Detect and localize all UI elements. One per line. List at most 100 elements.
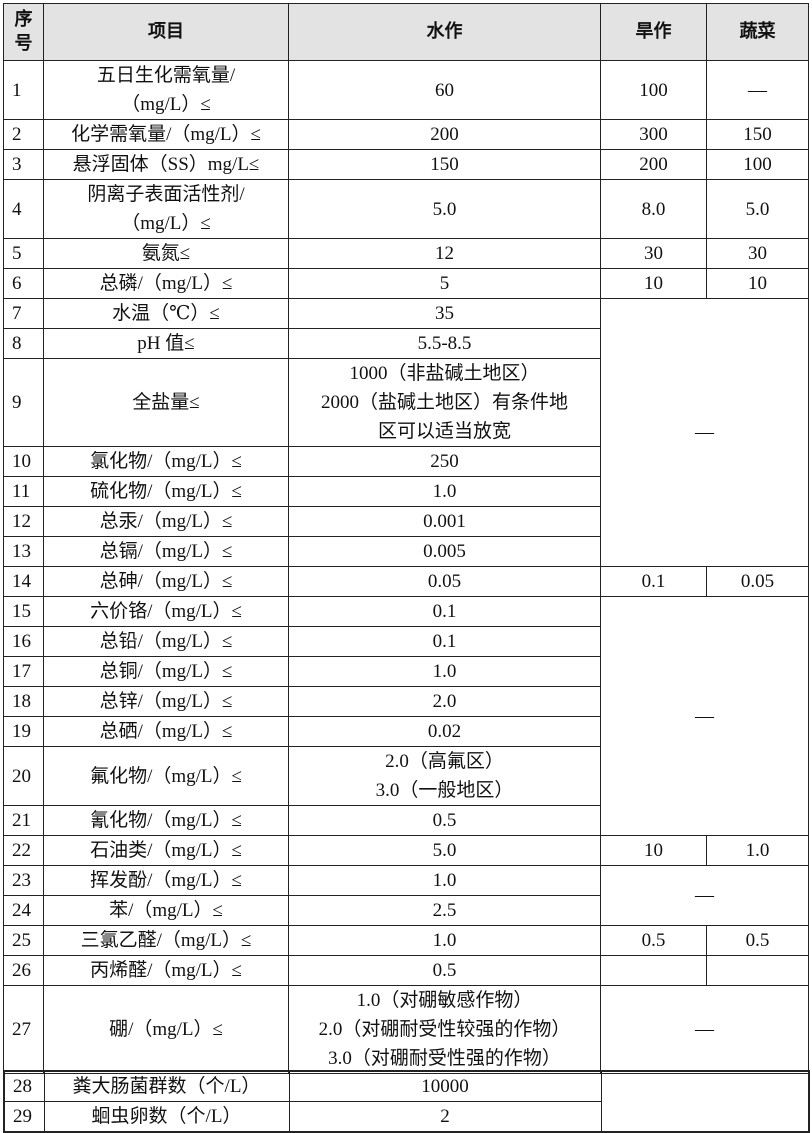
serial-cell: 15 <box>3 596 44 627</box>
table-row: 23 挥发酚/（mg/L）≤ 1.0— <box>3 865 809 926</box>
water-cell: 0.5 <box>288 805 601 836</box>
item-cell: 硫化物/（mg/L）≤ <box>43 476 289 507</box>
item-cell: 氰化物/（mg/L）≤ <box>43 805 289 836</box>
vegetable-cell: 150 <box>706 119 809 150</box>
item-cell: 氟化物/（mg/L）≤ <box>43 746 289 806</box>
serial-cell: 12 <box>3 506 44 537</box>
dry-cell: 0.1 <box>600 566 707 597</box>
table-row: 20 氟化物/（mg/L）≤ 2.0（高氟区） 3.0（一般地区） <box>3 746 809 806</box>
serial-cell: 27 <box>3 985 44 1074</box>
table-row: 19 总硒/（mg/L）≤ 0.02 <box>3 716 809 747</box>
item-cell: 总汞/（mg/L）≤ <box>43 506 289 537</box>
table-row: 18 总锌/（mg/L）≤ 2.0 <box>3 686 809 717</box>
serial-cell: 8 <box>3 328 44 359</box>
item-cell: 总砷/（mg/L）≤ <box>43 566 289 597</box>
table-row: 26 丙烯醛/（mg/L）≤ 0.5 <box>3 955 809 986</box>
table-row: 12 总汞/（mg/L）≤ 0.001 <box>3 506 809 537</box>
item-cell: 总铅/（mg/L）≤ <box>43 626 289 657</box>
table-row: 6 总磷/（mg/L）≤ 5 10 10 <box>3 268 809 299</box>
table-row: 29 蛔虫卵数（个/L） 2 <box>3 1101 809 1133</box>
serial-cell: 25 <box>3 925 44 956</box>
item-cell: 全盐量≤ <box>43 358 289 447</box>
water-cell: 60 <box>288 60 601 120</box>
water-cell: 5.0 <box>288 835 601 866</box>
water-cell: 1.0 <box>288 925 601 956</box>
serial-cell: 11 <box>3 476 44 507</box>
serial-cell: 1 <box>3 60 44 120</box>
water-cell: 1.0（对硼敏感作物） 2.0（对硼耐受性较强的作物） 3.0（对硼耐受性强的作… <box>288 985 601 1074</box>
serial-cell: 2 <box>3 119 44 150</box>
merged-cell: — <box>600 298 809 567</box>
serial-cell: 18 <box>3 686 44 717</box>
water-cell: 0.001 <box>288 506 601 537</box>
item-cell: 硼/（mg/L）≤ <box>43 985 289 1074</box>
water-cell: 35 <box>288 298 601 329</box>
serial-cell: 3 <box>3 149 44 180</box>
serial-cell: 13 <box>3 536 44 567</box>
standards-table-continued: 28 粪大肠菌群数（个/L） 10000 29 蛔虫卵数（个/L） 2 <box>3 1070 810 1133</box>
header-cell: 水作 <box>288 3 601 61</box>
dry-cell: 100 <box>600 60 707 120</box>
water-cell: 250 <box>288 446 601 477</box>
dry-cell: 8.0 <box>600 179 707 239</box>
table-row: 10 氯化物/（mg/L）≤ 250 <box>3 446 809 477</box>
vegetable-cell: 0.5 <box>706 925 809 956</box>
dry-cell: 10 <box>600 835 707 866</box>
item-cell: 阴离子表面活性剂/ （mg/L）≤ <box>43 179 289 239</box>
serial-cell: 26 <box>3 955 44 986</box>
serial-cell: 22 <box>3 835 44 866</box>
water-cell: 0.005 <box>288 536 601 567</box>
item-cell: 总锌/（mg/L）≤ <box>43 686 289 717</box>
merged-cell: — <box>600 865 809 926</box>
water-cell: 10000 <box>288 1070 602 1102</box>
vegetable-cell: 10 <box>706 268 809 299</box>
table-row: 13 总镉/（mg/L）≤ 0.005 <box>3 536 809 567</box>
item-cell: 总磷/（mg/L）≤ <box>43 268 289 299</box>
serial-cell: 10 <box>3 446 44 477</box>
water-cell: 5.0 <box>288 179 601 239</box>
table-row: 1 五日生化需氧量/ （mg/L）≤ 60 100— <box>3 60 809 120</box>
water-cell: 0.1 <box>288 626 601 657</box>
item-cell: pH 值≤ <box>43 328 289 359</box>
dry-cell: 10 <box>600 268 707 299</box>
serial-cell: 5 <box>3 238 44 269</box>
item-cell: 氯化物/（mg/L）≤ <box>43 446 289 477</box>
item-cell: 六价铬/（mg/L）≤ <box>43 596 289 627</box>
vegetable-cell: 30 <box>706 238 809 269</box>
table-row: 28 粪大肠菌群数（个/L） 10000 <box>3 1070 810 1133</box>
water-cell: 1.0 <box>288 476 601 507</box>
header-cell: 旱作 <box>600 3 707 61</box>
empty-cell <box>706 955 809 986</box>
table-row: 2 化学需氧量/（mg/L）≤ 200 300 150 <box>3 119 809 150</box>
serial-cell: 24 <box>3 895 44 926</box>
item-cell: 五日生化需氧量/ （mg/L）≤ <box>43 60 289 120</box>
item-cell: 石油类/（mg/L）≤ <box>43 835 289 866</box>
dry-cell: 0.5 <box>600 925 707 956</box>
header-cell: 蔬菜 <box>706 3 809 61</box>
table-row: 3 悬浮固体（SS）mg/L≤ 150 200 100 <box>3 149 809 180</box>
merged-cell: — <box>600 985 809 1074</box>
table-row: 25 三氯乙醛/（mg/L）≤ 1.0 0.5 0.5 <box>3 925 809 956</box>
vegetable-cell: 1.0 <box>706 835 809 866</box>
vegetable-cell: 100 <box>706 149 809 180</box>
water-cell: 2.5 <box>288 895 601 926</box>
vegetable-cell: 0.05 <box>706 566 809 597</box>
item-cell: 粪大肠菌群数（个/L） <box>43 1070 290 1102</box>
header-cell: 项目 <box>43 3 289 61</box>
item-cell: 化学需氧量/（mg/L）≤ <box>43 119 289 150</box>
water-cell: 5 <box>288 268 601 299</box>
serial-cell: 4 <box>3 179 44 239</box>
table-row: 9 全盐量≤ 1000（非盐碱土地区） 2000（盐碱土地区）有条件地 区可以适当放… <box>3 358 809 447</box>
serial-cell: 7 <box>3 298 44 329</box>
item-cell: 总铜/（mg/L）≤ <box>43 656 289 687</box>
water-cell: 2.0（高氟区） 3.0（一般地区） <box>288 746 601 806</box>
table-row: 5 氨氮≤ 12 30 30 <box>3 238 809 269</box>
vegetable-cell: 5.0 <box>706 179 809 239</box>
water-cell: 0.1 <box>288 596 601 627</box>
table-row: 11 硫化物/（mg/L）≤ 1.0 <box>3 476 809 507</box>
empty-cell <box>600 955 707 986</box>
dry-cell: 200 <box>600 149 707 180</box>
water-cell: 0.05 <box>288 566 601 597</box>
table-row: 22 石油类/（mg/L）≤ 5.0 10 1.0 <box>3 835 809 866</box>
